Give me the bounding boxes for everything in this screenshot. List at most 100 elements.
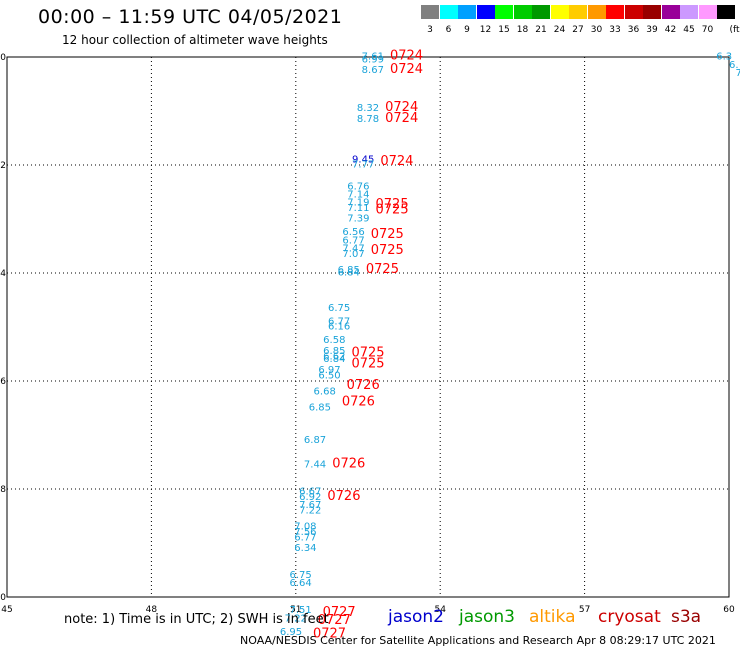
legend-label: 42 — [664, 25, 677, 35]
legend-swatch — [495, 5, 513, 19]
pass-time-label: 0725 — [351, 357, 384, 372]
legend-label: 30 — [590, 25, 603, 35]
lat-tick-label: -36 — [0, 377, 6, 387]
footer-credit: NOAA/NESDIS Center for Satellite Applica… — [240, 634, 716, 647]
swh-value: 7.77 — [352, 160, 374, 171]
legend-label: 6 — [445, 25, 452, 35]
legend-swatch — [532, 5, 550, 19]
swh-value: 7.07 — [342, 249, 364, 260]
pass-time-label: 0724 — [390, 62, 423, 77]
swh-value: 6.84 — [338, 268, 360, 279]
pass-time-label: 0725 — [376, 197, 409, 212]
legend-swatch — [513, 5, 532, 19]
legend-label: 21 — [535, 25, 547, 35]
legend-swatch — [717, 5, 735, 19]
swh-value: 6. — [729, 60, 739, 71]
legend-swatch — [458, 5, 476, 19]
legend-label: 12 — [479, 25, 492, 35]
legend-label: 27 — [572, 25, 584, 35]
swh-value: 8.67 — [362, 65, 384, 76]
swh-value: 6.75 — [328, 303, 350, 314]
swh-value: 8.32 — [357, 103, 379, 114]
lat-tick-label: -30 — [0, 53, 6, 63]
lon-tick-label: 57 — [579, 605, 590, 615]
satellite-jason2: jason2 — [388, 607, 444, 627]
swh-value: 7.44 — [304, 459, 326, 470]
legend-swatch — [550, 5, 569, 19]
pass-time-label: 0725 — [371, 227, 404, 242]
swh-value: 7.14 — [347, 189, 369, 200]
pass-time-label: 0725 — [371, 243, 404, 258]
legend-label: 15 — [498, 25, 510, 35]
legend-swatch — [624, 5, 643, 19]
swh-value: 7 — [735, 68, 740, 79]
swh-value: 6.84 — [323, 354, 345, 365]
pass-time-label: 0726 — [332, 456, 365, 471]
lon-tick-label: 45 — [1, 605, 12, 615]
pass-time-label: 0724 — [390, 49, 423, 64]
legend-label: 39 — [646, 25, 658, 35]
swh-value: 6.50 — [318, 370, 340, 381]
pass-time-label: 0725 — [376, 203, 409, 218]
chart-subtitle: 12 hour collection of altimeter wave hei… — [62, 33, 328, 47]
swh-value: 7.47 — [342, 243, 364, 254]
lat-tick-label: -34 — [0, 269, 6, 279]
legend-label: 70 — [701, 25, 714, 35]
swh-value: 7.39 — [347, 214, 369, 225]
legend-swatch — [421, 5, 439, 19]
swh-value: 7.56 — [294, 527, 316, 538]
swh-value: 7.51 — [289, 605, 311, 616]
swh-value: 9.45 — [352, 154, 374, 165]
swh-value: 6.3 — [716, 52, 732, 63]
pass-time-label: 0727 — [313, 627, 346, 642]
swh-value: 6.77 — [294, 532, 316, 543]
lon-tick-label: 54 — [434, 605, 446, 615]
lon-tick-label: 51 — [290, 605, 301, 615]
legend-swatch — [476, 5, 495, 19]
legend-swatch — [569, 5, 587, 19]
legend-label: 3 — [427, 25, 433, 35]
swh-value: 7.08 — [294, 522, 316, 533]
satellite-cryosat: cryosat — [598, 607, 661, 627]
legend-swatch — [587, 5, 606, 19]
swh-value: 8.78 — [357, 114, 379, 125]
swh-value: 7.19 — [347, 198, 369, 209]
swh-value: 6.77 — [342, 235, 364, 246]
pass-time-label: 0724 — [385, 100, 418, 115]
pass-time-label: 0724 — [385, 111, 418, 126]
lat-tick-label: -38 — [0, 485, 6, 495]
lon-tick-label: 60 — [723, 605, 735, 615]
note-text: note: 1) Time is in UTC; 2) SWH is in fe… — [64, 612, 329, 627]
legend-swatch — [643, 5, 661, 19]
legend-label: 45 — [683, 25, 695, 35]
swh-value: 6.67 — [299, 486, 321, 497]
pass-time-label: 0727 — [323, 605, 356, 620]
swh-value: 7.22 — [285, 613, 307, 624]
pass-time-label: 0726 — [347, 378, 380, 393]
swh-value: 6.75 — [289, 570, 311, 581]
pass-time-label: 0725 — [351, 346, 384, 361]
pass-time-label: 0726 — [342, 394, 375, 409]
swh-value: 6.64 — [289, 578, 311, 589]
legend-swatch — [698, 5, 717, 19]
legend-swatch — [606, 5, 624, 19]
legend-label: 18 — [516, 25, 529, 35]
swh-value: 6.85 — [338, 265, 360, 276]
satellite-altika: altika — [529, 607, 576, 627]
swh-value: 6.85 — [309, 403, 331, 414]
swh-value: 6.92 — [299, 492, 321, 503]
pass-time-label: 0727 — [318, 613, 351, 628]
satellite-jason3: jason3 — [459, 607, 515, 627]
legend-label: 36 — [627, 25, 640, 35]
map-frame — [6, 56, 730, 598]
swh-value: 7.22 — [299, 505, 321, 516]
legend-label: 33 — [609, 25, 621, 35]
chart-title: 00:00 – 11:59 UTC 04/05/2021 — [38, 6, 343, 28]
swh-value: 6.99 — [362, 54, 384, 65]
swh-value: 6.68 — [314, 387, 336, 398]
swh-value: 7.61 — [362, 52, 384, 63]
pass-time-label: 0724 — [380, 154, 413, 169]
swh-value: 6.76 — [347, 181, 369, 192]
swh-value: 6.34 — [294, 543, 316, 554]
